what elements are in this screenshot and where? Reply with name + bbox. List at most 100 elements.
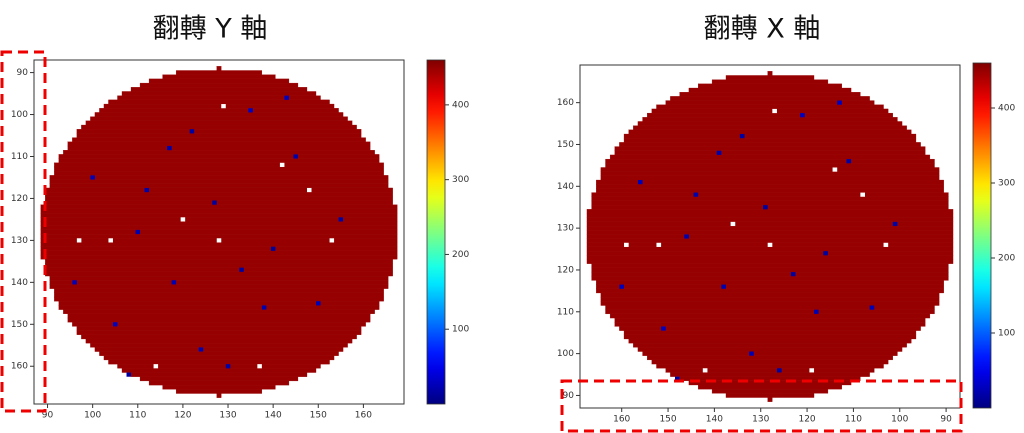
cell: [767, 242, 773, 247]
wafer-row: [665, 368, 875, 373]
wafer-row: [586, 255, 954, 260]
wafer-row: [614, 322, 926, 327]
wafer-row: [85, 120, 353, 126]
cell: [837, 100, 842, 105]
wafer-row: [600, 297, 940, 302]
wafer-row: [725, 75, 815, 80]
cell: [846, 159, 852, 164]
wafer-row: [103, 103, 335, 109]
cell: [261, 305, 267, 310]
cell: [675, 376, 680, 381]
wafer-row: [45, 191, 393, 197]
wafer-row: [63, 150, 375, 155]
wafer-row: [58, 154, 380, 159]
wafer-row: [586, 221, 954, 227]
wafer-row: [148, 78, 290, 84]
wafer-row: [139, 376, 299, 382]
wafer-row: [656, 104, 884, 110]
wafer-row: [642, 117, 898, 122]
y-tick-label: 130: [557, 224, 574, 234]
wafer-row: [605, 163, 935, 168]
wafer-row: [94, 112, 344, 117]
cell: [739, 134, 745, 139]
wafer-row: [40, 212, 398, 218]
wafer-row: [591, 200, 949, 206]
wafer-row: [688, 87, 852, 93]
wafer-row: [628, 338, 912, 344]
wafer-row: [591, 192, 949, 197]
wafer-row: [175, 70, 263, 75]
cell: [656, 242, 662, 247]
wafer-row: [67, 141, 371, 147]
cell: [329, 238, 335, 243]
wafer-row: [121, 368, 317, 373]
wafer-row: [600, 175, 940, 181]
cell: [112, 322, 118, 327]
wafer-row: [40, 208, 398, 214]
wafer-row: [591, 196, 949, 202]
x-tick-label: 90: [42, 411, 54, 421]
wafer-row: [596, 184, 944, 189]
cell: [189, 129, 195, 134]
cell: [749, 351, 754, 356]
wafer-row: [45, 187, 393, 193]
y-tick-label: 160: [557, 98, 574, 108]
wafer-row: [605, 158, 935, 164]
wafer-row: [40, 233, 398, 239]
wafer-row: [49, 284, 389, 289]
wafer-row: [591, 271, 949, 277]
wafer-row: [139, 82, 299, 88]
wafer-row: [586, 230, 954, 235]
wafer-row: [67, 145, 371, 151]
wafer-row: [81, 124, 357, 130]
colorbar: [972, 62, 992, 409]
y-tick-label: 90: [17, 68, 29, 78]
wafer-row: [99, 108, 339, 113]
x-tick-label: 110: [129, 411, 146, 421]
wafer-row: [767, 71, 773, 76]
y-tick-label: 100: [557, 349, 574, 359]
wafer-row: [54, 166, 384, 172]
wafer-row: [633, 125, 907, 130]
cell: [257, 364, 262, 369]
wafer-row: [148, 380, 290, 386]
wafer-row: [49, 280, 389, 285]
wafer-row: [586, 217, 954, 223]
wafer-row: [54, 288, 384, 293]
cell: [637, 180, 643, 185]
wafer-row: [711, 389, 829, 394]
wafer-row: [103, 355, 335, 361]
x-tick-label: 160: [613, 415, 630, 425]
colorbar-tick-label: 100: [452, 325, 469, 335]
wafer-row: [40, 217, 398, 222]
cell: [316, 301, 321, 306]
wafer-row: [614, 146, 926, 151]
cell: [772, 108, 777, 114]
wafer-row: [698, 83, 842, 89]
wafer-row: [49, 183, 389, 189]
wafer-row: [58, 301, 380, 306]
colorbar-tick-label: 400: [998, 104, 1015, 114]
cell: [869, 305, 875, 310]
wafer-row: [130, 87, 308, 92]
wafer-row: [40, 242, 398, 247]
cell: [180, 217, 186, 222]
cell: [90, 175, 95, 180]
y-tick-label: 160: [11, 362, 28, 372]
wafer-row: [40, 204, 398, 210]
wafer-row: [40, 254, 398, 260]
y-tick-label: 120: [557, 265, 574, 275]
y-tick-label: 140: [11, 278, 28, 288]
cell: [270, 246, 276, 251]
wafer-row: [698, 384, 842, 390]
wafer-row: [596, 179, 944, 185]
wafer-row: [767, 397, 773, 402]
wafer-row: [67, 317, 371, 323]
x-tick-label: 120: [798, 415, 815, 425]
chart-title: 翻轉 Y 軸: [153, 14, 268, 45]
panel: 翻轉 X 軸 90 100 110 120 130 140 150 160 90 100 110 120…: [557, 14, 1016, 425]
wafer-row: [637, 121, 903, 126]
cell: [135, 229, 141, 235]
wafer-row: [99, 351, 339, 356]
wafer-row: [54, 296, 384, 302]
